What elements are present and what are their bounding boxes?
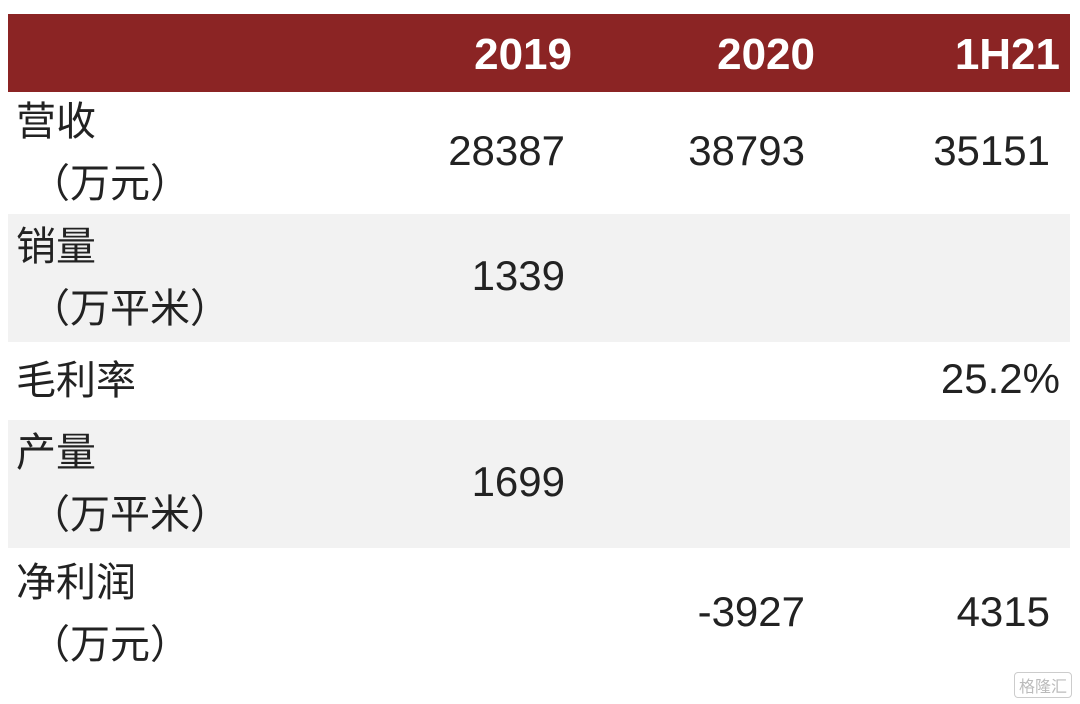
watermark: 格隆汇 <box>1013 672 1072 698</box>
row-label: （万平米） <box>30 286 230 332</box>
cell-value: 1699 <box>471 458 565 505</box>
cell-value: 35151 <box>933 127 1050 174</box>
row-label: 产量 <box>16 430 96 476</box>
cell-value: 28387 <box>448 127 565 174</box>
column-header: 2020 <box>717 30 815 79</box>
header-bar <box>8 14 1070 92</box>
row-background <box>8 214 1070 342</box>
row-label: 销量 <box>16 224 96 270</box>
row-label: 毛利率 <box>16 358 136 404</box>
cell-value: -3927 <box>697 588 805 635</box>
column-header: 1H21 <box>954 30 1060 79</box>
row-label: 净利润 <box>16 560 136 606</box>
row-background <box>8 420 1070 548</box>
row-label: 营收 <box>16 99 96 145</box>
row-label: （万元） <box>30 161 190 207</box>
cell-value: 25.2% <box>940 355 1060 402</box>
row-label: （万平米） <box>30 492 230 538</box>
cell-value: 4315 <box>956 588 1050 635</box>
row-label: （万元） <box>30 622 190 668</box>
cell-value: 38793 <box>688 127 805 174</box>
cell-value: 1339 <box>471 252 565 299</box>
column-header: 2019 <box>474 30 572 79</box>
